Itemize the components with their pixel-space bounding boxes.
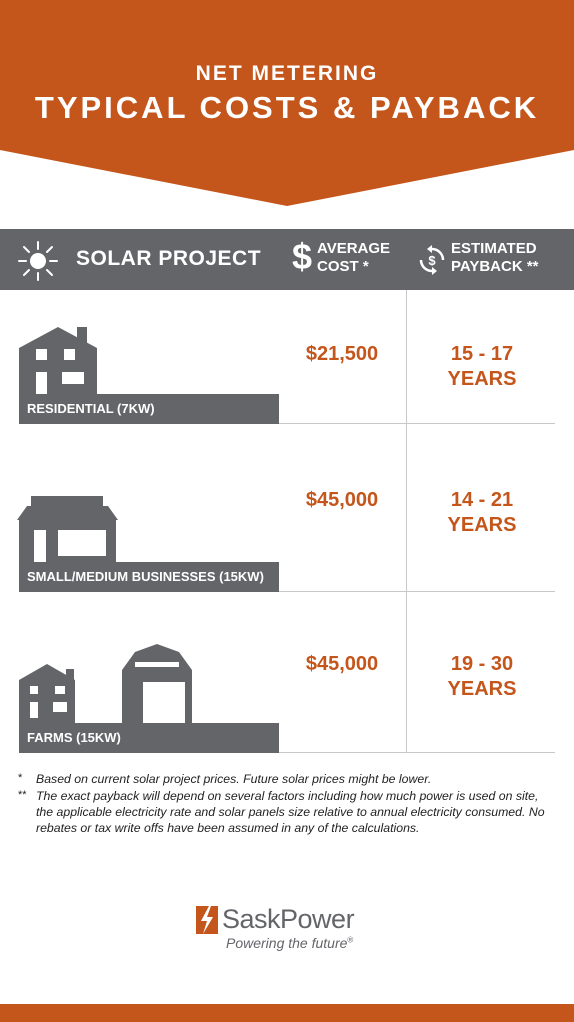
- banner-title: TYPICAL COSTS & PAYBACK: [34, 90, 540, 125]
- footnote: ** The exact payback will depend on seve…: [18, 789, 545, 835]
- average-cost-value: $45,000: [305, 489, 379, 511]
- payback-value: 14 - 21 YEARS: [447, 489, 517, 536]
- logo-name: SaskPower: [222, 904, 355, 934]
- row-divider: [279, 423, 555, 424]
- banner-subtitle: NET METERING: [195, 62, 379, 85]
- row-label: RESIDENTIAL (7KW): [19, 394, 155, 424]
- row-label: SMALL/MEDIUM BUSINESSES (15KW): [19, 562, 264, 592]
- footnotes: * Based on current solar project prices.…: [18, 771, 548, 837]
- bottom-accent-bar: [0, 1004, 574, 1022]
- table-header: SOLAR PROJECT $ AVERAGE COST * $ ESTIMAT…: [0, 229, 574, 290]
- svg-text:$: $: [428, 253, 436, 268]
- title-banner: NET METERING TYPICAL COSTS & PAYBACK: [0, 0, 574, 206]
- column-divider: [406, 290, 407, 752]
- dollar-icon: $: [292, 236, 313, 277]
- row-divider: [279, 591, 555, 592]
- payback-value: 19 - 30 YEARS: [447, 653, 517, 700]
- row-divider: [279, 752, 555, 753]
- logo-tagline: Powering the future®: [226, 935, 354, 951]
- footnote: * Based on current solar project prices.…: [18, 772, 432, 786]
- average-cost-value: $21,500: [305, 343, 379, 365]
- average-cost-value: $45,000: [305, 653, 379, 675]
- estimated-payback-header: ESTIMATED PAYBACK **: [451, 240, 539, 275]
- solar-project-header: SOLAR PROJECT: [76, 247, 262, 270]
- row-label: FARMS (15KW): [19, 723, 121, 753]
- lightning-bolt-icon: [196, 906, 218, 934]
- payback-value: 15 - 17 YEARS: [447, 343, 517, 390]
- payback-cycle-icon: $: [419, 245, 445, 275]
- average-cost-header: AVERAGE COST *: [317, 240, 391, 275]
- saskpower-logo: SaskPower Powering the future®: [196, 904, 396, 956]
- sun-icon: [18, 241, 58, 281]
